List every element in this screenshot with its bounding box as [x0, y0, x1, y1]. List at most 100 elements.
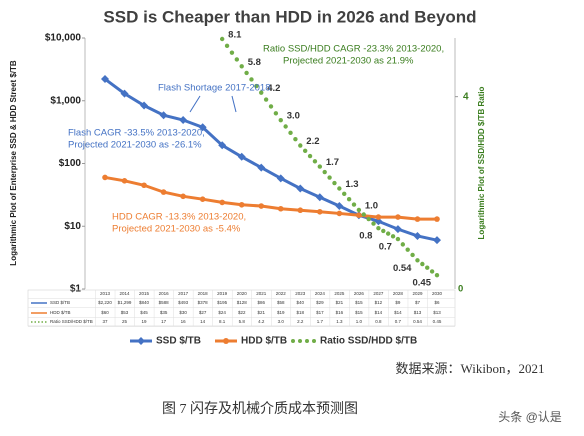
table-cell: 37: [102, 319, 108, 324]
connector-dot: [400, 242, 406, 247]
x-tick-label: 2027: [373, 291, 384, 296]
point: [336, 210, 343, 217]
connector-dot: [244, 70, 249, 76]
legend-icon: [305, 339, 309, 343]
table-cell: $35: [160, 310, 168, 315]
table-cell: 8.1: [219, 319, 226, 324]
y2-axis-label: Logarithmic Plot of SSD/HDD $/TB Ratio: [477, 86, 486, 239]
point: [102, 174, 108, 181]
table-cell: $21: [336, 300, 344, 305]
table-cell: $27: [199, 310, 207, 315]
table-cell: $17: [316, 310, 324, 315]
point: [141, 182, 147, 189]
connector-dot: [293, 136, 298, 142]
point: [277, 205, 284, 212]
table-cell: $21: [257, 310, 265, 315]
point: [374, 217, 383, 226]
point: [180, 193, 186, 200]
connector-dot: [420, 261, 425, 267]
data-label: 0.7: [379, 242, 392, 253]
connector-dot: [429, 269, 435, 274]
table-row-label: HDD $/TB: [50, 310, 71, 315]
chart-title: SSD is Cheaper than HDD in 2026 and Beyo…: [103, 7, 476, 26]
annotation: Flash Shortage 2017-2018: [158, 83, 271, 94]
x-tick-label: 2019: [217, 291, 228, 296]
connector-dot: [307, 153, 313, 159]
connector-dot: [273, 111, 279, 116]
table-cell: $588: [159, 300, 170, 305]
point: [297, 207, 304, 214]
x-tick-label: 2016: [159, 291, 170, 296]
point: [315, 193, 324, 202]
connector-dot: [263, 97, 269, 102]
table-frame: [27, 289, 456, 327]
data-label: 0.8: [359, 231, 372, 242]
table-cell: 5.8: [239, 319, 246, 324]
point: [356, 207, 362, 213]
data-label: 8.1: [228, 30, 242, 41]
table-cell: 0.7: [395, 319, 402, 324]
point: [395, 214, 401, 220]
point: [219, 36, 225, 42]
table-cell: $1,299: [118, 300, 132, 305]
annotation: Projected 2021-2030 as -5.4%: [112, 224, 241, 235]
table-cell: $2,220: [98, 300, 112, 305]
caption: 图 7 闪存及机械介质成本预测图: [162, 401, 358, 417]
table-cell: 2.2: [297, 319, 304, 324]
annotation: HDD CAGR -13.3% 2013-2020,: [112, 212, 246, 223]
table-cell: 25: [122, 319, 128, 324]
watermark: 头条 @认是: [498, 410, 562, 424]
point: [179, 116, 188, 125]
x-tick-label: 2017: [178, 291, 189, 296]
table-cell: $15: [355, 310, 363, 315]
table-cell: $840: [139, 300, 150, 305]
y-tick-label: $1: [70, 284, 82, 295]
x-tick-label: 2028: [393, 291, 404, 296]
connector-dot: [361, 212, 366, 217]
table-cell: 19: [142, 319, 148, 324]
connector-dot: [351, 202, 357, 207]
point: [434, 216, 440, 222]
point: [317, 164, 323, 169]
table-cell: $45: [140, 310, 148, 315]
table-cell: 0.54: [413, 319, 422, 324]
table-cell: $13: [414, 310, 422, 315]
table-row-label: SSD $/TB: [50, 300, 70, 305]
connector-dot: [332, 180, 337, 186]
x-tick-label: 2020: [237, 291, 248, 296]
table-cell: 4.2: [258, 319, 265, 324]
connector-dot: [385, 231, 391, 236]
x-tick-label: 2029: [412, 291, 423, 296]
connector-dot: [327, 175, 332, 180]
table-cell: $378: [198, 300, 209, 305]
table-cell: 1.0: [356, 319, 363, 324]
connector-dot: [312, 159, 318, 164]
table-cell: $16: [336, 310, 344, 315]
table-cell: 14: [200, 319, 206, 324]
point: [434, 272, 440, 278]
point: [376, 225, 381, 231]
annotation-arrow: [189, 95, 201, 113]
x-tick-label: 2014: [120, 291, 131, 296]
y-axis-label: Logarithmic Plot of Enterprise SSD & HDD…: [9, 60, 18, 266]
point: [160, 189, 167, 195]
table-cell: $60: [101, 310, 109, 315]
point: [413, 231, 422, 240]
table-cell: $22: [238, 310, 246, 315]
point: [257, 163, 266, 172]
point: [159, 111, 168, 120]
x-tick-label: 2013: [100, 291, 111, 296]
point: [298, 143, 303, 148]
annotation-arrow: [231, 95, 237, 113]
point: [276, 174, 285, 183]
connector-dot: [371, 221, 376, 226]
table-cell: $40: [297, 300, 305, 305]
point: [238, 201, 245, 208]
table-cell: $12: [375, 300, 383, 305]
table-cell: 1.7: [317, 319, 324, 324]
point: [393, 225, 402, 234]
x-tick-label: 2021: [256, 291, 267, 296]
point: [375, 214, 382, 220]
table-cell: 1.3: [336, 319, 343, 324]
